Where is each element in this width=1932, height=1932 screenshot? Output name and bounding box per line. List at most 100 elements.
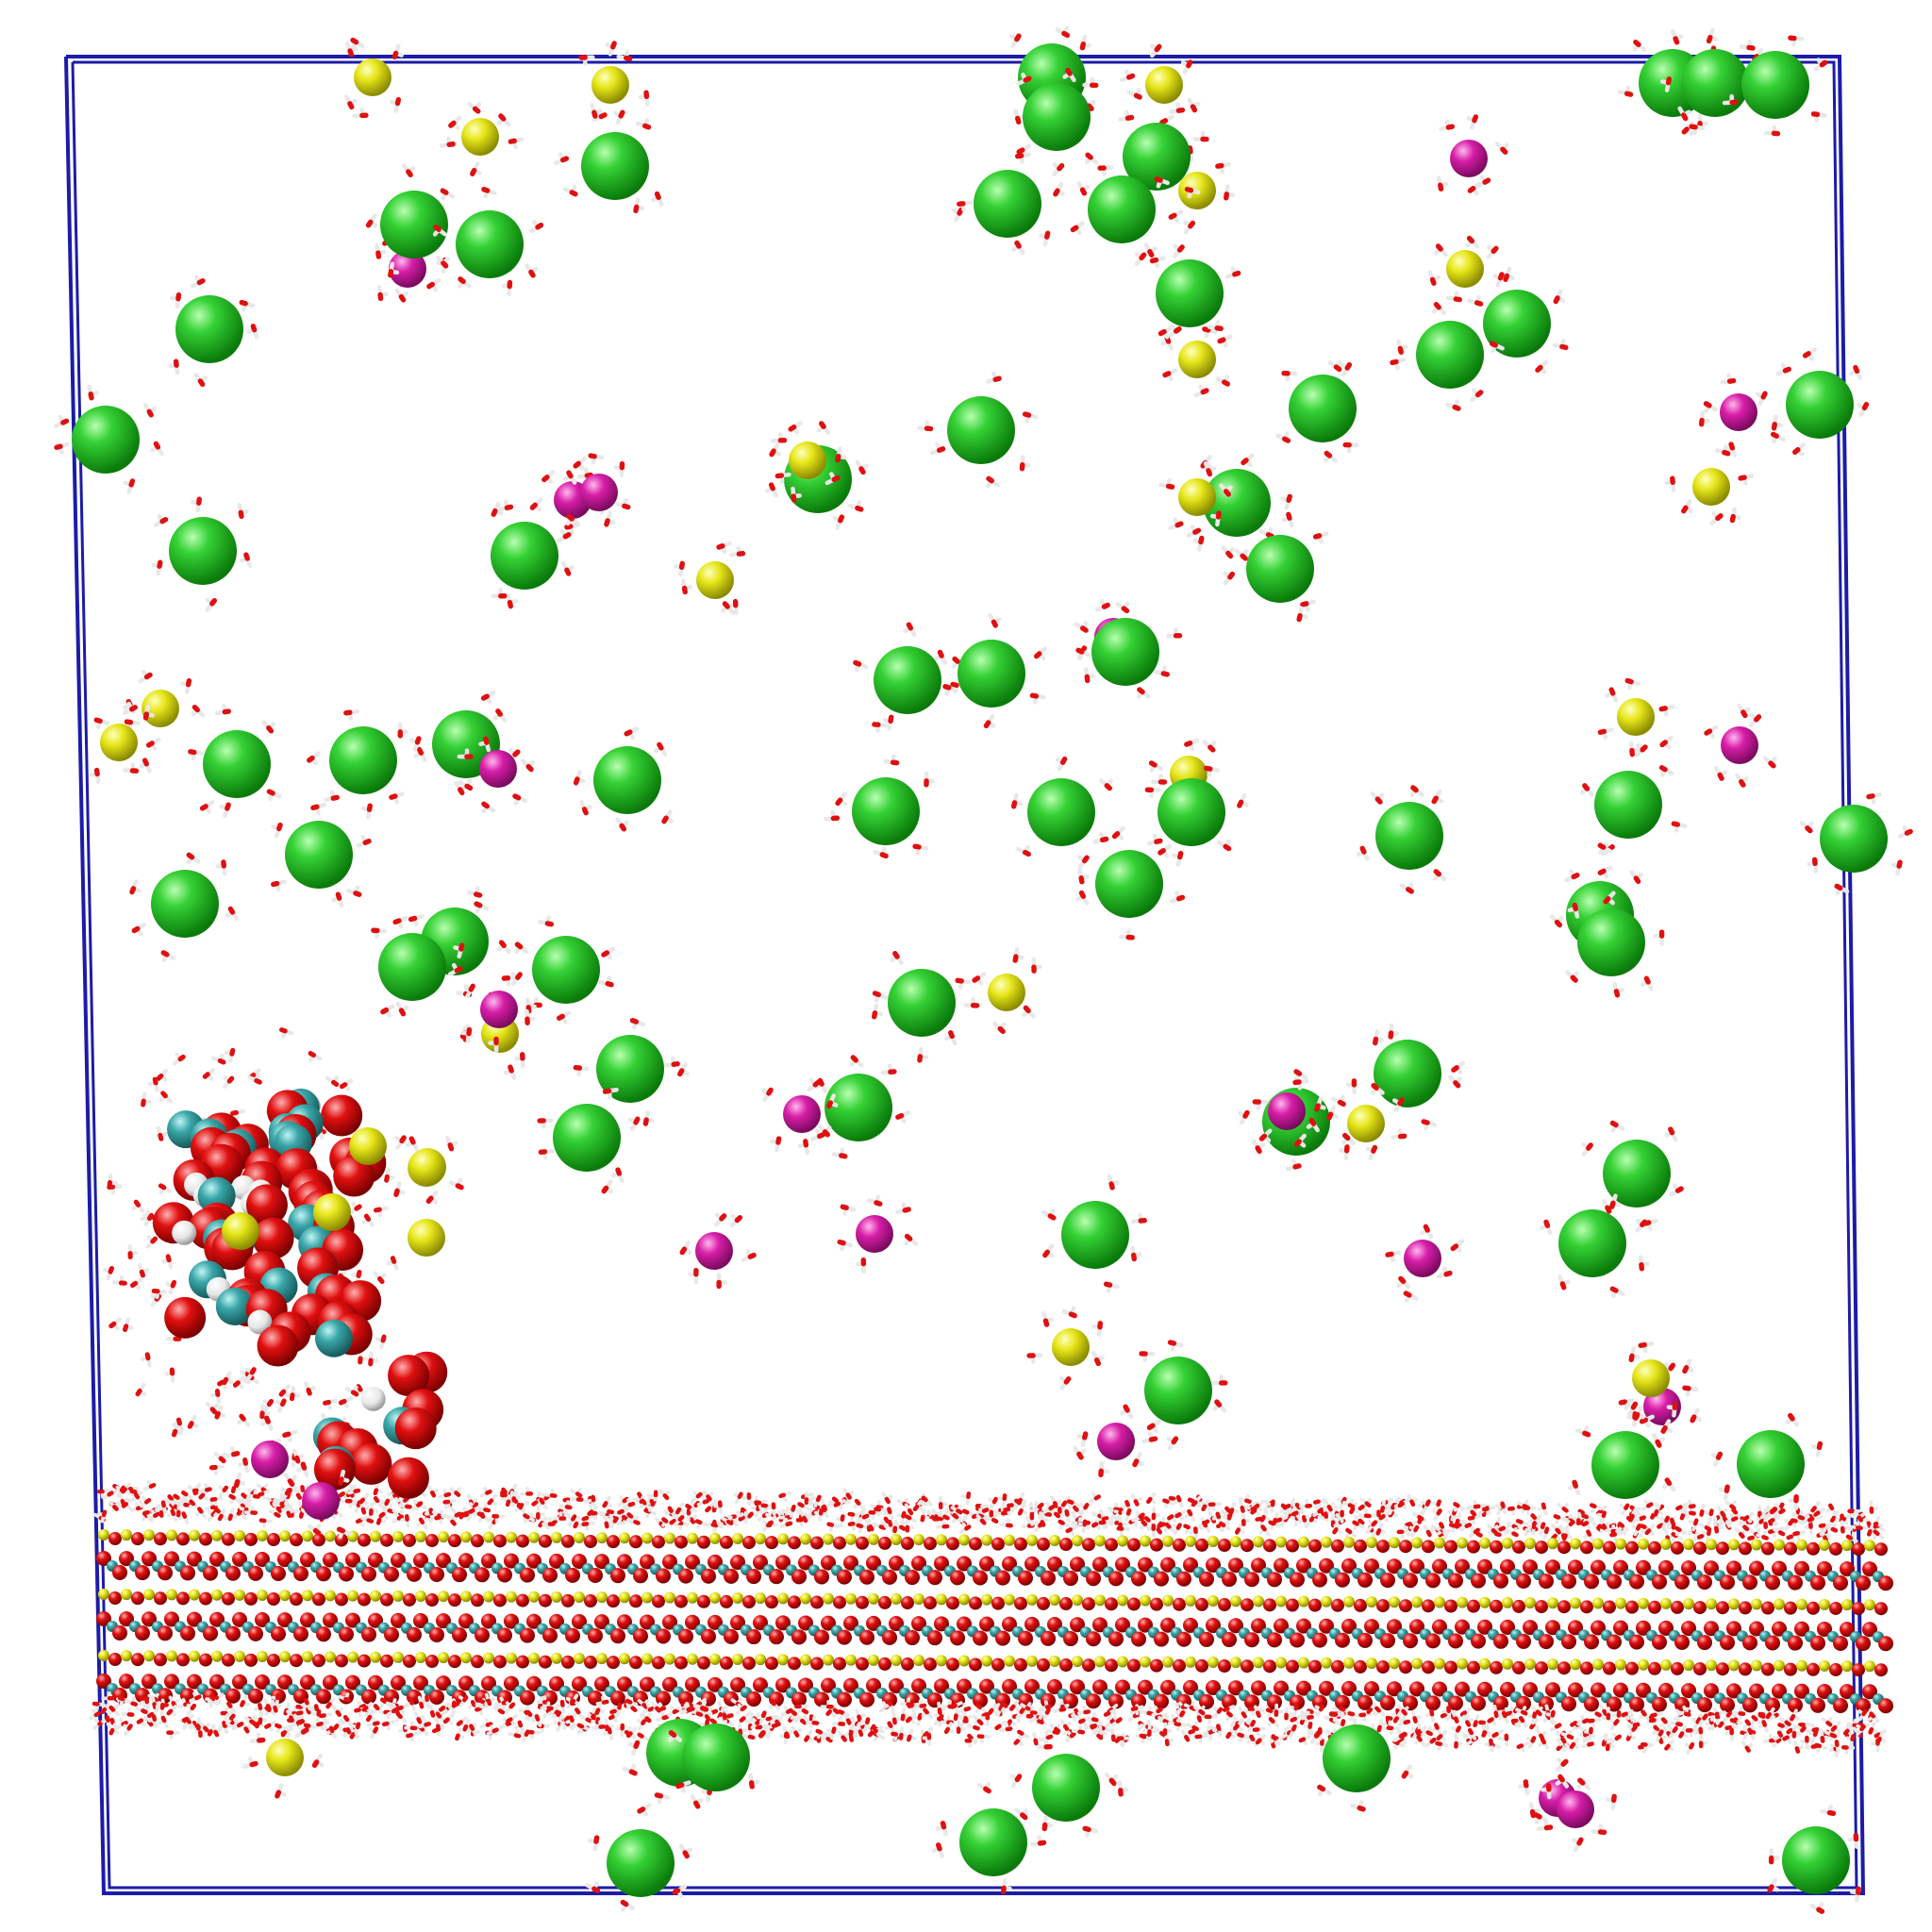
water-molecule <box>1853 1510 1866 1523</box>
surface-metal-atom <box>1615 1658 1626 1671</box>
oxygen-atom <box>1693 1662 1707 1676</box>
water-molecule <box>811 1494 822 1507</box>
water-molecule <box>442 1499 457 1509</box>
water-molecule <box>294 1724 309 1739</box>
water-molecule <box>143 1479 157 1491</box>
oxygen-atom <box>225 1625 241 1641</box>
water-molecule <box>835 791 847 807</box>
water-molecule <box>1029 692 1046 705</box>
magnesium-ion <box>1436 114 1509 196</box>
water-molecule <box>371 1495 383 1508</box>
oxygen-atom <box>859 1691 874 1707</box>
surface-metal-atom <box>325 1530 336 1542</box>
surface-metal-atom <box>574 1591 585 1604</box>
water-molecule <box>1801 1513 1815 1524</box>
water-molecule <box>1212 1707 1224 1719</box>
water-molecule <box>1164 1732 1174 1747</box>
oxygen-atom <box>1173 1658 1186 1673</box>
water-molecule <box>1691 1530 1705 1542</box>
sodium-ion <box>222 1212 259 1250</box>
water-molecule <box>506 592 518 609</box>
surface-metal-atom <box>1208 1536 1219 1548</box>
water-molecule <box>570 1488 583 1498</box>
water-molecule <box>442 1713 455 1725</box>
oxygen-atom <box>1037 1657 1050 1672</box>
water-molecule <box>303 1381 316 1396</box>
water-molecule <box>1849 364 1862 381</box>
water-molecule <box>816 421 831 436</box>
water-molecule <box>237 503 249 520</box>
water-molecule <box>1432 869 1447 882</box>
water-molecule <box>855 1708 866 1723</box>
oxygen-atom <box>656 1690 671 1707</box>
surface-metal-atom <box>1253 1657 1264 1669</box>
water-molecule <box>497 499 514 512</box>
water-molecule <box>157 1500 167 1514</box>
water-molecule <box>266 789 282 801</box>
oxygen-atom <box>1286 1598 1299 1612</box>
oxygen-atom <box>810 1595 824 1609</box>
water-molecule <box>1451 1710 1463 1724</box>
water-molecule <box>264 1720 277 1732</box>
oxygen-atom <box>339 1626 354 1642</box>
water-molecule <box>107 1173 118 1189</box>
oxygen-atom <box>678 1628 693 1644</box>
water-molecule <box>1211 1374 1228 1386</box>
oxygen-atom <box>1176 1631 1191 1647</box>
water-molecule <box>158 1091 173 1104</box>
surface-metal-atom <box>1185 1656 1196 1668</box>
water-molecule <box>1658 764 1674 777</box>
oxygen-atom <box>1681 1621 1696 1637</box>
water-molecule <box>172 1052 186 1066</box>
water-molecule <box>1144 787 1161 799</box>
oxygen-atom <box>1516 1633 1531 1649</box>
water-molecule <box>813 1507 824 1522</box>
water-molecule <box>931 1842 944 1858</box>
oxygen-atom <box>1658 1620 1674 1636</box>
water-molecule <box>523 1513 536 1524</box>
oxygen-atom <box>222 1591 235 1606</box>
water-molecule <box>376 285 389 302</box>
surface-metal-atom <box>687 1532 698 1544</box>
water-molecule <box>743 1510 754 1524</box>
water-molecule <box>455 1727 465 1741</box>
oxygen-atom <box>1047 1557 1062 1573</box>
water-molecule <box>849 1055 864 1068</box>
water-molecule <box>1039 230 1051 247</box>
oxygen-atom <box>1704 1560 1719 1576</box>
water-molecule <box>440 188 456 201</box>
water-molecule <box>714 1212 727 1227</box>
water-molecule <box>121 1482 131 1494</box>
water-molecule <box>257 1489 271 1501</box>
surface-metal-atom <box>279 1590 291 1602</box>
oxygen-atom <box>368 1552 383 1568</box>
water-molecule <box>870 1500 884 1510</box>
water-molecule <box>943 1722 955 1735</box>
water-molecule <box>187 1414 199 1429</box>
water-molecule <box>1041 1815 1054 1832</box>
oxygen-atom <box>697 1594 710 1608</box>
water-molecule <box>227 1507 238 1522</box>
water-molecule <box>880 1063 897 1075</box>
water-molecule <box>1675 1502 1689 1514</box>
oxygen-atom <box>1403 1633 1418 1649</box>
water-molecule <box>650 191 664 207</box>
water-molecule <box>1436 175 1449 192</box>
oxygen-atom <box>1856 1575 1871 1591</box>
water-molecule <box>1331 1094 1346 1108</box>
chloride-ion <box>168 275 259 388</box>
water-molecule <box>467 102 481 114</box>
water-molecule <box>1167 1340 1184 1352</box>
water-molecule <box>1704 1508 1714 1523</box>
water-molecule <box>1709 511 1724 525</box>
surface-metal-atom <box>415 1652 426 1664</box>
water-molecule <box>1237 792 1249 808</box>
water-molecule <box>1009 33 1022 48</box>
water-molecule <box>661 809 674 824</box>
water-molecule <box>202 1067 216 1081</box>
water-molecule <box>1084 667 1095 684</box>
surface-metal-atom <box>1162 1535 1174 1547</box>
water-molecule <box>658 1489 671 1501</box>
oxygen-atom <box>652 1656 665 1670</box>
water-molecule <box>240 1694 250 1707</box>
